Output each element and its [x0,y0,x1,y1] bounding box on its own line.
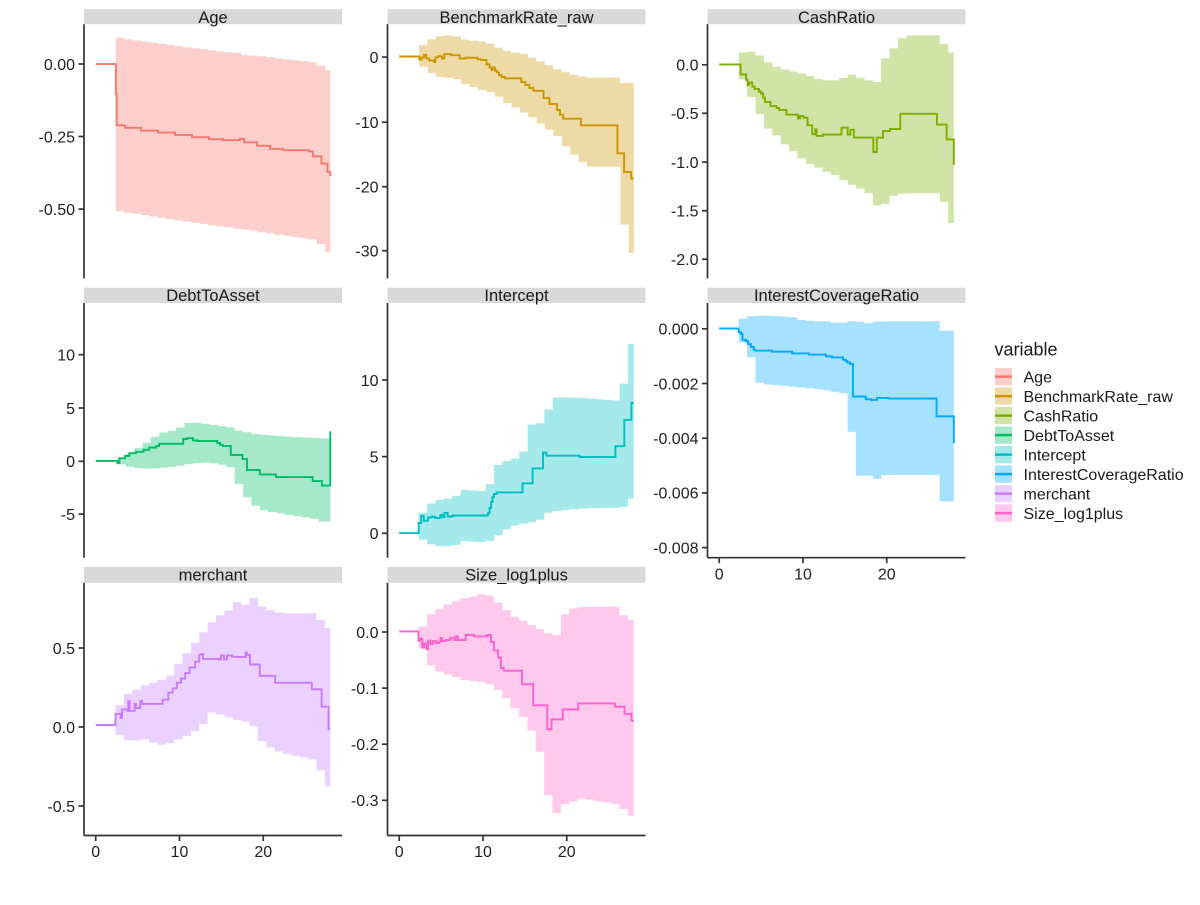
svg-text:variable: variable [995,340,1058,360]
svg-text:0.00: 0.00 [44,57,75,74]
svg-text:-0.008: -0.008 [653,540,698,557]
svg-text:-0.002: -0.002 [653,376,698,393]
svg-text:10: 10 [794,566,812,583]
svg-text:0.0: 0.0 [356,625,378,642]
svg-text:20: 20 [878,566,896,583]
svg-text:-0.50: -0.50 [39,202,76,219]
svg-text:5: 5 [370,449,379,466]
svg-text:0: 0 [395,844,404,861]
svg-text:-10: -10 [355,115,378,132]
svg-text:0.0: 0.0 [676,58,698,75]
svg-text:-0.5: -0.5 [47,799,75,816]
svg-text:-0.2: -0.2 [351,737,379,754]
svg-text:DebtToAsset: DebtToAsset [1024,428,1115,445]
svg-text:-0.006: -0.006 [653,486,698,503]
svg-text:-1.5: -1.5 [671,204,699,221]
svg-text:0: 0 [370,50,379,67]
svg-text:BenchmarkRate_raw: BenchmarkRate_raw [1024,389,1174,406]
svg-text:BenchmarkRate_raw: BenchmarkRate_raw [439,9,593,27]
svg-text:Intercept: Intercept [484,287,549,305]
svg-text:InterestCoverageRatio: InterestCoverageRatio [1024,467,1184,484]
svg-text:DebtToAsset: DebtToAsset [166,287,260,305]
svg-text:-0.1: -0.1 [351,681,379,698]
svg-text:-30: -30 [355,244,378,261]
svg-text:merchant: merchant [1024,486,1091,503]
svg-text:Intercept: Intercept [1024,447,1087,464]
svg-text:-0.25: -0.25 [39,129,76,146]
svg-text:0: 0 [66,454,75,471]
svg-text:0.5: 0.5 [53,641,75,658]
svg-text:10: 10 [474,844,492,861]
svg-text:-0.5: -0.5 [671,106,699,123]
svg-text:-5: -5 [61,507,75,524]
svg-text:10: 10 [57,348,75,365]
svg-text:-1.0: -1.0 [671,155,699,172]
svg-text:5: 5 [66,401,75,418]
svg-text:-2.0: -2.0 [671,252,699,269]
svg-text:0: 0 [370,526,379,543]
svg-text:10: 10 [361,373,379,390]
svg-text:-0.004: -0.004 [653,431,698,448]
svg-text:10: 10 [171,844,189,861]
svg-text:0: 0 [715,566,724,583]
svg-text:20: 20 [254,844,272,861]
svg-text:Age: Age [1024,369,1053,386]
svg-text:0: 0 [91,844,100,861]
svg-text:0.0: 0.0 [53,720,75,737]
svg-text:CashRatio: CashRatio [798,9,875,27]
svg-text:Size_log1plus: Size_log1plus [1024,506,1124,523]
svg-text:InterestCoverageRatio: InterestCoverageRatio [754,287,919,305]
svg-text:merchant: merchant [179,566,248,584]
svg-text:-0.3: -0.3 [351,793,379,810]
svg-text:Age: Age [198,9,227,27]
svg-text:20: 20 [558,844,576,861]
svg-text:0.000: 0.000 [658,322,698,339]
svg-text:CashRatio: CashRatio [1024,408,1099,425]
svg-text:-20: -20 [355,180,378,197]
svg-text:Size_log1plus: Size_log1plus [465,566,568,584]
